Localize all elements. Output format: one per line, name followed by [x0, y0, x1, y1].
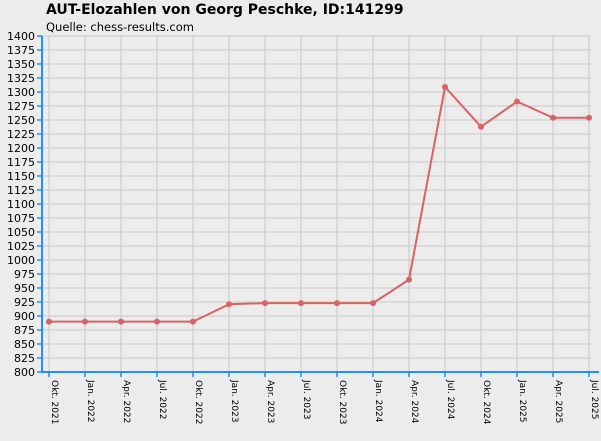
x-tick-label: Okt. 2024: [481, 380, 491, 425]
data-point: [262, 300, 268, 307]
y-tick-label: 800: [14, 366, 35, 379]
x-tick-label: Apr. 2025: [553, 380, 563, 423]
x-tick-label: Jul. 2023: [301, 379, 311, 420]
y-tick-label: 825: [14, 352, 35, 365]
data-point: [586, 114, 592, 121]
data-point: [370, 300, 376, 307]
chart-subtitle: Quelle: chess-results.com: [46, 20, 194, 34]
x-tick-label: Okt. 2022: [193, 380, 203, 424]
x-tick-label: Jul. 2022: [157, 379, 167, 420]
data-point: [82, 318, 88, 325]
x-tick-label: Okt. 2023: [337, 380, 347, 424]
y-tick-label: 1075: [7, 212, 35, 225]
x-axis-ticks: Okt. 2021 Jan. 2022 Apr. 2022 Jul. 2022 Okt.…: [48, 372, 599, 425]
y-tick-label: 850: [14, 338, 35, 351]
data-point: [550, 114, 556, 121]
data-point: [154, 318, 160, 325]
chart-title: AUT-Elozahlen von Georg Peschke, ID:1412…: [46, 2, 404, 18]
y-tick-label: 1100: [7, 198, 35, 211]
y-tick-label: 900: [14, 310, 35, 323]
x-tick-label: Jan. 2025: [517, 379, 527, 423]
data-point: [514, 98, 520, 105]
y-axis-ticks: 8008258508759009259509751000102510501075…: [7, 30, 42, 379]
data-point: [406, 276, 412, 283]
x-tick-label: Jan. 2024: [373, 379, 383, 423]
x-tick-label: Apr. 2022: [121, 380, 131, 423]
y-tick-label: 1225: [7, 128, 35, 141]
y-tick-label: 1125: [7, 184, 35, 197]
x-tick-label: Jul. 2024: [445, 379, 455, 420]
y-tick-label: 1350: [7, 58, 35, 71]
grid: [42, 35, 591, 372]
x-tick-label: Okt. 2021: [49, 380, 59, 424]
y-tick-label: 1175: [7, 156, 35, 169]
y-tick-label: 1025: [7, 240, 35, 253]
data-point: [190, 318, 196, 325]
y-tick-label: 1375: [7, 44, 35, 57]
y-tick-label: 875: [14, 324, 35, 337]
x-tick-label: Jan. 2022: [85, 379, 95, 423]
y-tick-label: 1150: [7, 170, 35, 183]
y-tick-label: 925: [14, 296, 35, 309]
data-point: [478, 123, 484, 130]
data-point: [46, 318, 52, 325]
y-tick-label: 1275: [7, 100, 35, 113]
y-tick-label: 1250: [7, 114, 35, 127]
data-point: [334, 300, 340, 307]
data-point: [442, 83, 448, 90]
series-layer: [46, 83, 592, 325]
data-point: [298, 300, 304, 307]
x-tick-label: Apr. 2023: [265, 380, 275, 423]
y-tick-label: 1200: [7, 142, 35, 155]
y-tick-label: 1300: [7, 86, 35, 99]
x-tick-label: Jul. 2025: [589, 379, 599, 420]
x-tick-label: Apr. 2024: [409, 380, 419, 424]
y-tick-label: 1325: [7, 72, 35, 85]
data-point: [118, 318, 124, 325]
x-tick-label: Jan. 2023: [229, 379, 239, 423]
y-tick-label: 975: [14, 268, 35, 281]
series-line: [49, 84, 589, 323]
data-point: [226, 301, 232, 308]
y-tick-label: 1000: [7, 254, 35, 267]
y-tick-label: 1050: [7, 226, 35, 239]
y-tick-label: 1400: [7, 30, 35, 43]
y-tick-label: 950: [14, 282, 35, 295]
